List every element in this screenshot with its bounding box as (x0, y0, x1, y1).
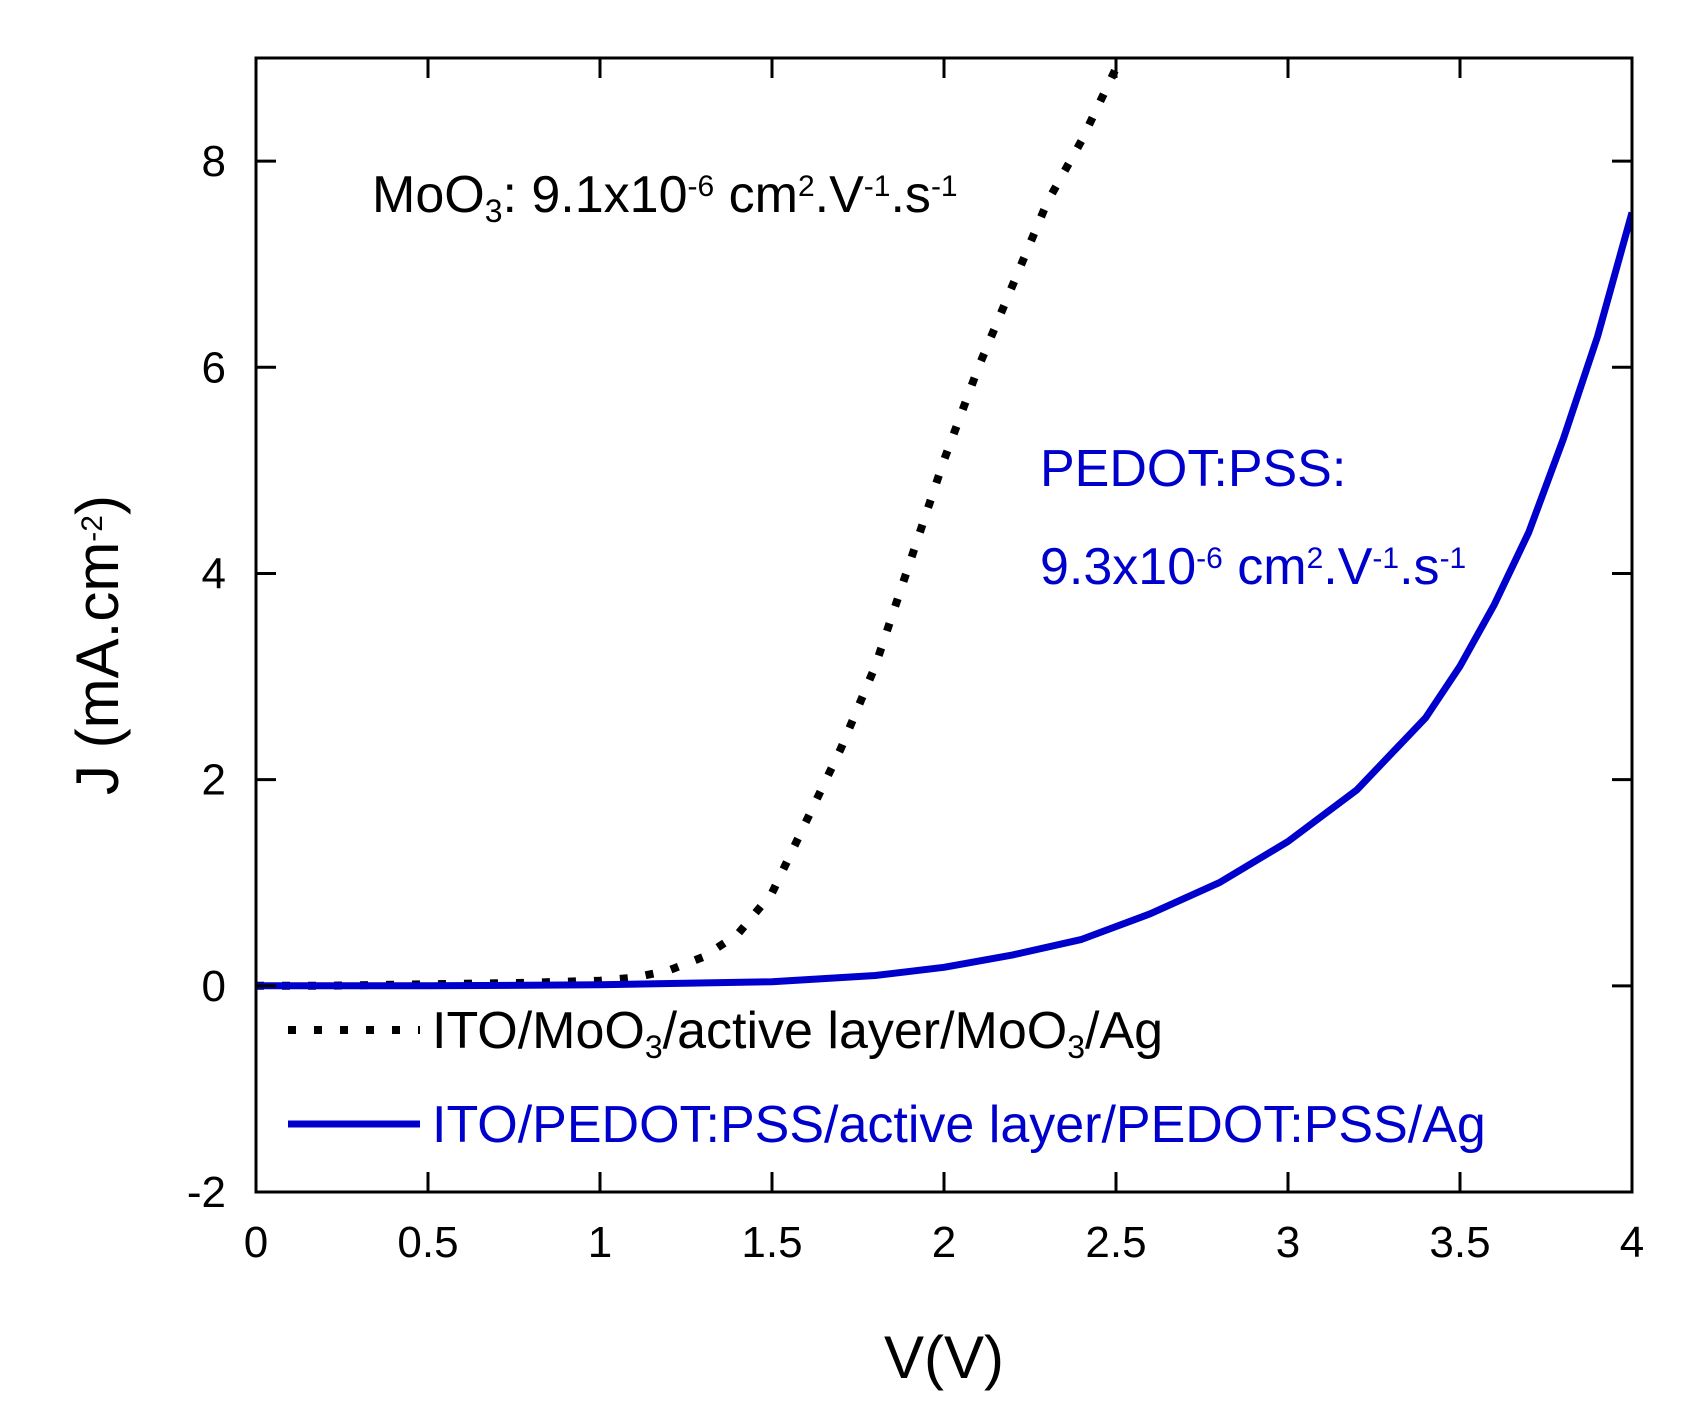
annot-superscript: -6 (1196, 542, 1223, 575)
y-title-exponent: -2 (76, 515, 109, 542)
pedot-mobility-annotation: 9.3x10-6 cm2.V-1.s-1 (1040, 538, 1466, 596)
series-layer (256, 66, 1632, 990)
ticks-layer (254, 58, 1634, 1194)
x-tick-label: 0 (244, 1218, 268, 1267)
legend-label-pedot: ITO/PEDOT:PSS/active layer/PEDOT:PSS/Ag (432, 1096, 1486, 1154)
y-tick-label: 0 (202, 962, 226, 1011)
annot-superscript: 2 (798, 170, 815, 203)
x-tick-label: 1.5 (741, 1218, 802, 1267)
moo3-mobility-annotation: MoO3: 9.1x10-6 cm2.V-1.s-1 (372, 166, 958, 229)
annot-part: PEDOT:PSS: (1040, 440, 1346, 498)
y-title-close: ) (64, 495, 131, 515)
legend-subscript: 3 (645, 1029, 663, 1065)
legend-part: ITO/PEDOT:PSS/active layer/PEDOT:PSS/Ag (432, 1096, 1486, 1154)
y-title-main: J (mA.cm (64, 542, 131, 795)
y-tick-label: 6 (202, 343, 226, 392)
annot-part: cm (1223, 538, 1307, 596)
y-tick-label: 4 (202, 549, 226, 598)
series-line-1 (256, 211, 1632, 990)
annot-superscript: -1 (1440, 542, 1467, 575)
x-tick-label: 3.5 (1429, 1218, 1490, 1267)
y-tick-label: 2 (202, 756, 226, 805)
y-axis-title: J (mA.cm-2) (64, 495, 131, 795)
labels-layer: 0 0.5 1 1.5 2 2.5 3 3.5 4 -2 0 2 4 6 8 (187, 137, 1644, 1267)
legend-subscript: 3 (1067, 1029, 1085, 1065)
annot-superscript: -6 (688, 170, 715, 203)
series-line-0 (256, 66, 1120, 990)
annot-part: .V (1323, 538, 1372, 596)
y-tick-label: -2 (187, 1168, 226, 1217)
annot-part: 9.3x10 (1040, 538, 1196, 596)
annot-part: .V (815, 166, 864, 224)
annot-part: MoO (372, 166, 485, 224)
x-tick-label: 1 (588, 1218, 612, 1267)
annot-superscript: 2 (1307, 542, 1324, 575)
x-tick-label: 2.5 (1085, 1218, 1146, 1267)
legend-part: /active layer/MoO (663, 1002, 1068, 1060)
annot-part: : 9.1x10 (502, 166, 687, 224)
legend-part: /Ag (1085, 1002, 1163, 1060)
annot-part: cm (714, 166, 798, 224)
x-tick-label: 4 (1620, 1218, 1644, 1267)
x-tick-label: 3 (1276, 1218, 1300, 1267)
legend-label-moo3: ITO/MoO3/active layer/MoO3/Ag (432, 1002, 1163, 1065)
annot-subscript: 3 (485, 193, 503, 229)
annot-part: .s (890, 166, 930, 224)
legend-part: ITO/MoO (432, 1002, 645, 1060)
y-tick-label: 8 (202, 137, 226, 186)
legend: ITO/MoO3/active layer/MoO3/Ag ITO/PEDOT:… (288, 1002, 1486, 1154)
annot-superscript: -1 (931, 170, 958, 203)
annot-superscript: -1 (864, 170, 891, 203)
pedot-label-annotation: PEDOT:PSS: (1040, 440, 1346, 498)
x-tick-label: 2 (932, 1218, 956, 1267)
annot-superscript: -1 (1372, 542, 1399, 575)
x-tick-label: 0.5 (397, 1218, 458, 1267)
x-axis-title: V(V) (884, 1324, 1004, 1391)
annot-part: .s (1399, 538, 1439, 596)
